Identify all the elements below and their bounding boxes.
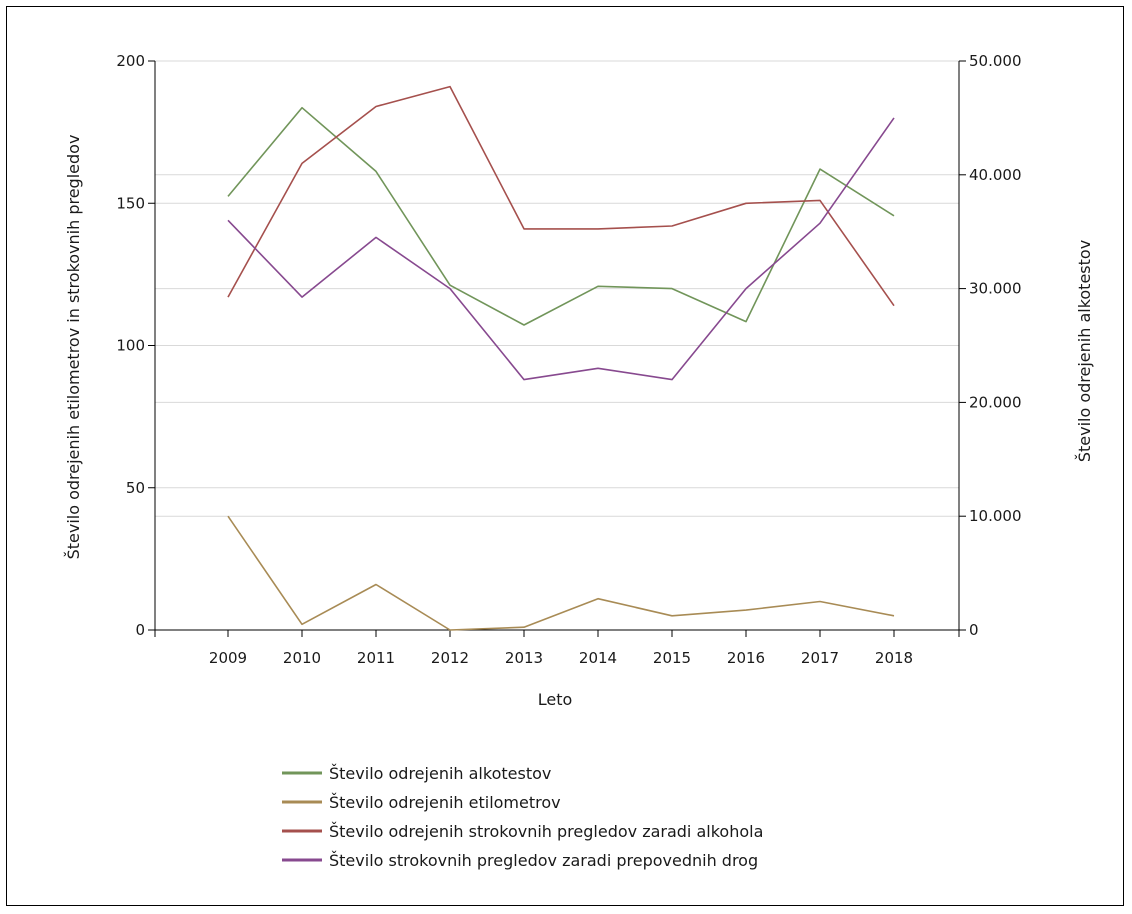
x-tick-label: 2013 [505, 649, 543, 667]
right-tick-label: 30.000 [969, 280, 1022, 298]
right-axis-title: Število odrejenih alkotestov [1075, 240, 1094, 462]
axes [148, 60, 966, 637]
chart-frame: 0 50 100 150 200 0 10.000 20.000 30.000 40.000 50.… [6, 6, 1124, 906]
right-tick-label: 10.000 [969, 507, 1022, 525]
legend: Število odrejenih alkotestov Število odre… [282, 764, 763, 870]
x-tick-label: 2017 [801, 649, 839, 667]
left-axis-title: Število odrejenih etilometrov in strokov… [64, 135, 83, 560]
series-line [227, 117, 895, 381]
left-tick-label: 0 [135, 621, 145, 639]
legend-label: Število odrejenih strokovnih pregledov z… [329, 822, 763, 841]
x-tick-label: 2012 [431, 649, 469, 667]
left-tick-label: 150 [116, 194, 145, 212]
x-tick-label: 2018 [875, 649, 913, 667]
gridlines [155, 60, 959, 517]
series-line [227, 85, 895, 307]
x-tick-label: 2010 [283, 649, 321, 667]
x-tick-label: 2016 [727, 649, 765, 667]
right-tick-label: 20.000 [969, 393, 1022, 411]
legend-label: Število odrejenih etilometrov [329, 793, 561, 812]
legend-label: Število strokovnih pregledov zaradi prep… [329, 851, 758, 870]
line-chart: 0 50 100 150 200 0 10.000 20.000 30.000 40.000 50.… [64, 52, 1094, 870]
x-tick-label: 2015 [653, 649, 691, 667]
series-lines [227, 85, 895, 631]
x-tick-label: 2014 [579, 649, 617, 667]
left-tick-label: 200 [116, 52, 145, 70]
x-tick-label: 2009 [209, 649, 247, 667]
series-line [227, 515, 895, 631]
right-tick-label: 50.000 [969, 52, 1022, 70]
left-tick-label: 100 [116, 337, 145, 355]
x-tick-label: 2011 [357, 649, 395, 667]
tick-labels: 0 50 100 150 200 0 10.000 20.000 30.000 40.000 50.… [116, 52, 1021, 667]
series-line [227, 106, 895, 326]
legend-label: Število odrejenih alkotestov [329, 764, 551, 783]
right-tick-label: 0 [969, 621, 979, 639]
x-axis-title: Leto [538, 690, 573, 709]
left-tick-label: 50 [126, 479, 145, 497]
right-tick-label: 40.000 [969, 166, 1022, 184]
